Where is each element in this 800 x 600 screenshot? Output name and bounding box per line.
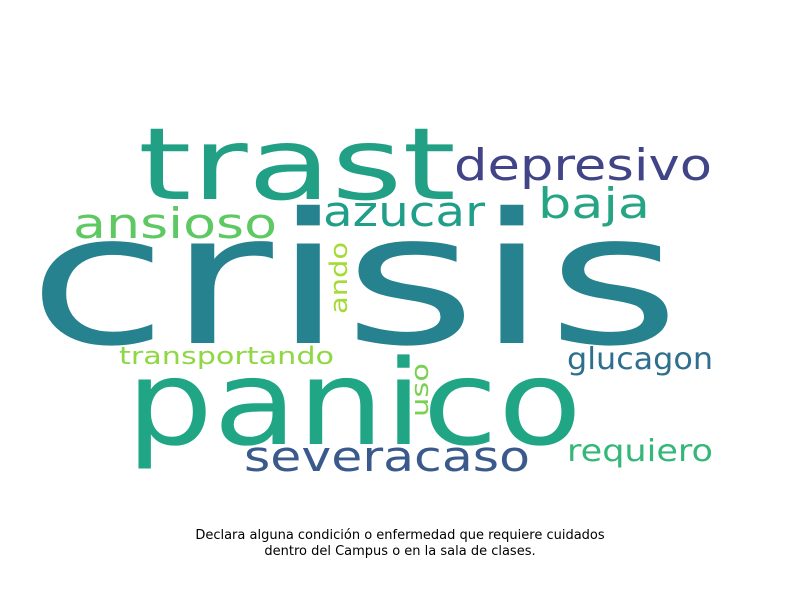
caption-line-1: Declara alguna condición o enfermedad qu… [195,528,605,543]
word-severacaso: severacaso [244,432,530,481]
word-trast: trast [138,106,456,223]
word-baja: baja [538,179,650,228]
figure-caption: Declara alguna condición o enfermedad qu… [100,528,700,560]
word-ansioso: ansioso [73,199,277,248]
word-uso: uso [406,363,434,417]
word-requiero: requiero [567,434,713,469]
word-depresivo: depresivo [454,140,712,191]
word-panico: panico [126,334,582,472]
caption-line-2: dentro del Campus o en la sala de clases… [264,544,536,559]
word-transportando: transportando [119,342,334,370]
word-glucagon: glucagon [567,342,713,377]
word-azucar: azucar [323,187,486,236]
word-ando: ando [325,242,353,314]
word-crisis: crisis [28,174,680,386]
